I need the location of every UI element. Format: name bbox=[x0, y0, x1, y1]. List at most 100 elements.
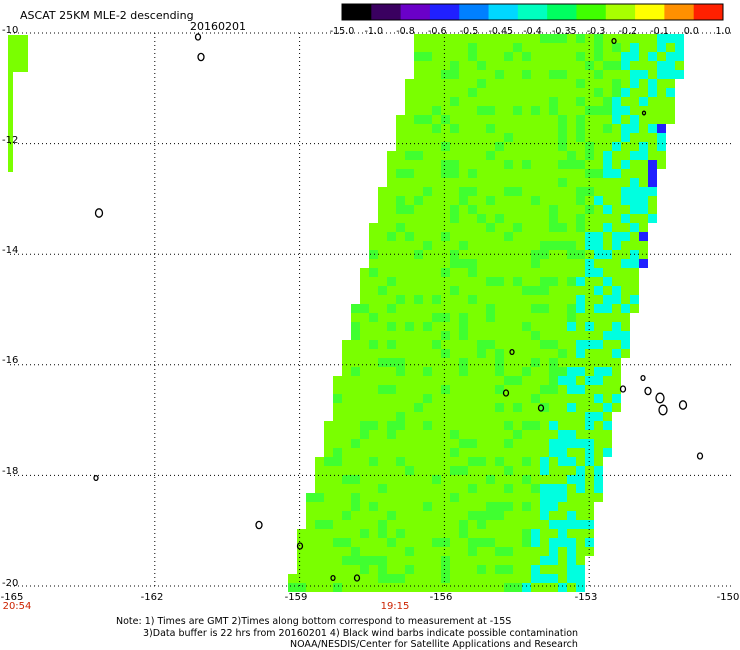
swath-cell bbox=[450, 304, 459, 313]
swath-cell bbox=[549, 115, 558, 124]
swath-cell bbox=[495, 178, 504, 187]
swath-cell bbox=[468, 547, 477, 556]
swath-cell bbox=[603, 223, 612, 232]
swath-cell bbox=[621, 268, 630, 277]
colorbar-swatch bbox=[371, 4, 402, 20]
swath-cell bbox=[576, 142, 585, 151]
swath-cell bbox=[558, 547, 567, 556]
swath-cell bbox=[432, 475, 441, 484]
swath-cell bbox=[585, 412, 594, 421]
swath-cell bbox=[612, 394, 621, 403]
swath-cell bbox=[351, 349, 360, 358]
swath-cell bbox=[549, 70, 558, 79]
swath-cell bbox=[459, 322, 468, 331]
swath-cell bbox=[558, 331, 567, 340]
swath-cell bbox=[396, 142, 405, 151]
swath-cell bbox=[486, 286, 495, 295]
swath-cell bbox=[450, 493, 459, 502]
swath-cell bbox=[378, 475, 387, 484]
swath-cell bbox=[486, 142, 495, 151]
swath-cell bbox=[477, 97, 486, 106]
swath-cell bbox=[432, 304, 441, 313]
swath-cell bbox=[486, 538, 495, 547]
swath-cell bbox=[576, 565, 585, 574]
island-outlines bbox=[93, 33, 704, 582]
swath-cell bbox=[621, 34, 630, 43]
swath-cell bbox=[504, 403, 513, 412]
swath-cell bbox=[351, 394, 360, 403]
swath-cell bbox=[369, 475, 378, 484]
swath-cell bbox=[405, 430, 414, 439]
swath-cell bbox=[414, 475, 423, 484]
swath-cell bbox=[477, 133, 486, 142]
swath-cell bbox=[639, 61, 648, 70]
swath-cell bbox=[486, 421, 495, 430]
swath-cell bbox=[540, 376, 549, 385]
swath-cell bbox=[531, 124, 540, 133]
swath-cell bbox=[549, 250, 558, 259]
swath-cell bbox=[405, 295, 414, 304]
swath-cell bbox=[621, 52, 630, 61]
swath-cell bbox=[522, 538, 531, 547]
swath-cell bbox=[468, 34, 477, 43]
swath-cell bbox=[369, 322, 378, 331]
swath-cell bbox=[513, 52, 522, 61]
swath-cell bbox=[603, 403, 612, 412]
swath-cell bbox=[531, 214, 540, 223]
swath-cell bbox=[450, 169, 459, 178]
swath-cell bbox=[630, 115, 639, 124]
swath-cell bbox=[522, 565, 531, 574]
swath-cell bbox=[621, 97, 630, 106]
swath-cell bbox=[495, 574, 504, 583]
swath-cell bbox=[594, 70, 603, 79]
swath-cell bbox=[531, 457, 540, 466]
swath-cell bbox=[486, 277, 495, 286]
swath-cell bbox=[486, 241, 495, 250]
swath-cell bbox=[513, 250, 522, 259]
swath-cell bbox=[441, 457, 450, 466]
swath-cell bbox=[558, 403, 567, 412]
swath-cell bbox=[387, 358, 396, 367]
swath-cell bbox=[504, 322, 513, 331]
island-outline bbox=[502, 389, 510, 397]
swath-cell bbox=[369, 520, 378, 529]
swath-cell bbox=[495, 286, 504, 295]
swath-cell bbox=[423, 277, 432, 286]
swath-cell bbox=[486, 331, 495, 340]
swath-cell bbox=[297, 547, 306, 556]
swath-cell bbox=[432, 79, 441, 88]
colorbar-tick-label: -0.2 bbox=[618, 26, 638, 37]
swath-cell bbox=[513, 295, 522, 304]
swath-cell bbox=[495, 196, 504, 205]
swath-cell bbox=[288, 583, 297, 592]
swath-cell bbox=[612, 97, 621, 106]
swath-cell bbox=[621, 223, 630, 232]
swath-cell bbox=[603, 349, 612, 358]
swath-cell bbox=[414, 106, 423, 115]
swath-cell bbox=[495, 376, 504, 385]
swath-cell bbox=[432, 583, 441, 592]
swath-cell bbox=[477, 268, 486, 277]
swath-cell bbox=[369, 394, 378, 403]
swath-cell bbox=[369, 241, 378, 250]
swath-cell bbox=[468, 358, 477, 367]
swath-cell bbox=[459, 385, 468, 394]
swath-cell bbox=[441, 115, 450, 124]
swath-cell bbox=[531, 88, 540, 97]
swath-cell bbox=[387, 583, 396, 592]
swath-cell bbox=[549, 142, 558, 151]
swath-cell bbox=[486, 583, 495, 592]
swath-cell bbox=[450, 556, 459, 565]
swath-cell bbox=[378, 304, 387, 313]
swath-cell bbox=[387, 448, 396, 457]
swath-cell bbox=[477, 79, 486, 88]
swath-cell bbox=[387, 241, 396, 250]
swath-cell bbox=[405, 178, 414, 187]
swath-cell bbox=[405, 547, 414, 556]
swath-cell bbox=[567, 43, 576, 52]
swath-cell bbox=[405, 88, 414, 97]
swath-cell bbox=[441, 394, 450, 403]
swath-cell bbox=[540, 331, 549, 340]
swath-cell bbox=[558, 232, 567, 241]
swath-cell bbox=[621, 151, 630, 160]
